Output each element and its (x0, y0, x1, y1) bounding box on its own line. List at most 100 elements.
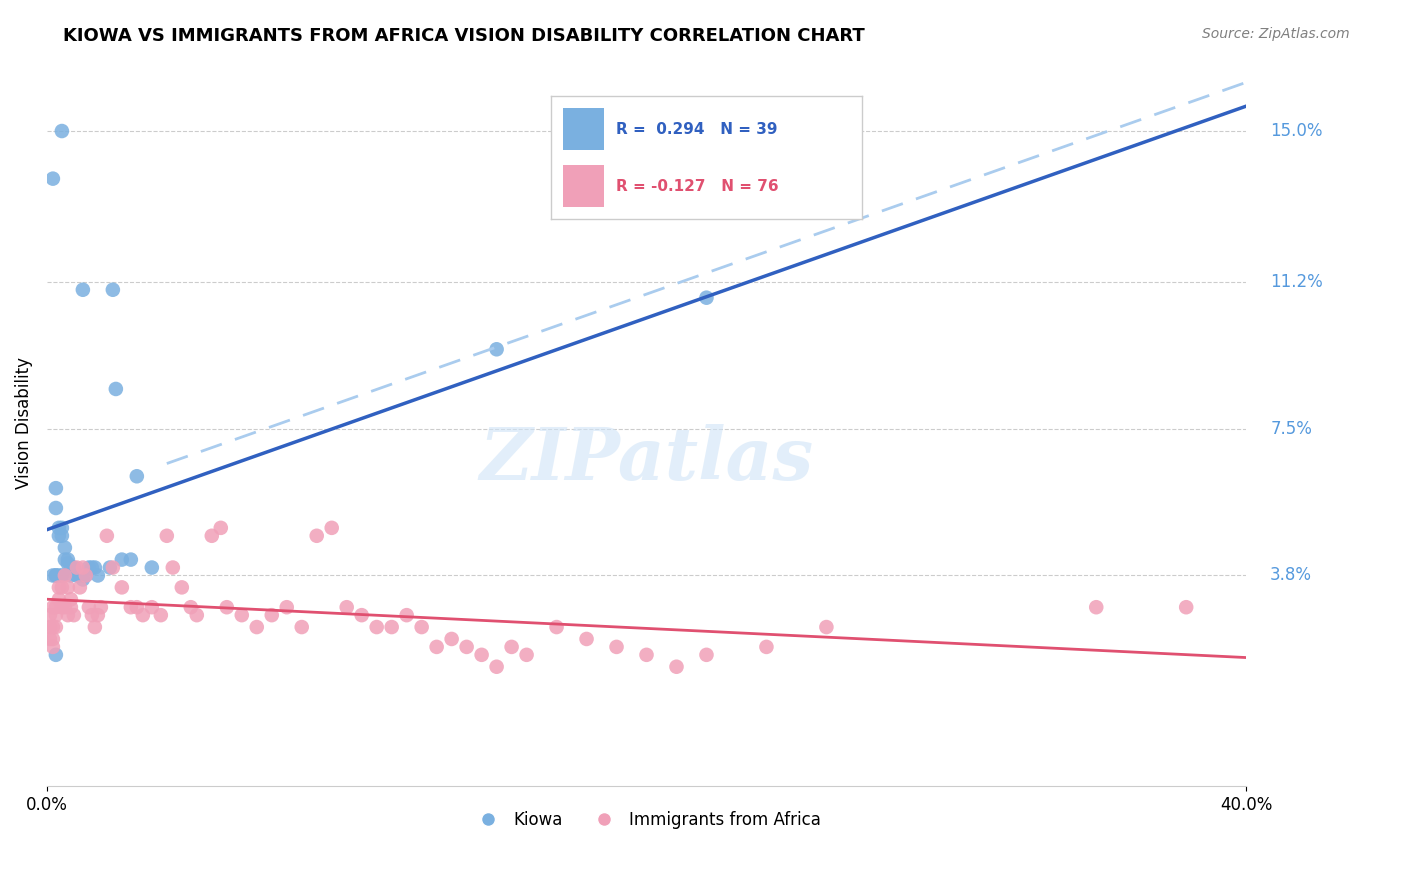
Point (575, 632, 598, 646)
Point (51, 124, 73, 138)
Point (38, 608, 60, 623)
Point (209, 521, 232, 535)
Point (501, 640, 523, 654)
Point (72, 573, 94, 587)
Point (90, 600, 112, 615)
Point (45, 620, 67, 634)
Point (87, 568, 110, 582)
Point (440, 632, 463, 646)
Point (381, 620, 404, 634)
Point (59, 560, 82, 574)
Point (45, 568, 67, 582)
Point (186, 608, 208, 623)
Text: 3.8%: 3.8% (1270, 566, 1312, 584)
Point (56, 608, 79, 623)
Point (77, 600, 100, 615)
Legend: Kiowa, Immigrants from Africa: Kiowa, Immigrants from Africa (465, 805, 828, 836)
Point (305, 529, 328, 543)
Text: 7.5%: 7.5% (1270, 419, 1312, 438)
Text: ZIPatlas: ZIPatlas (479, 424, 814, 494)
Point (59, 600, 82, 615)
Point (201, 529, 224, 543)
Point (42, 620, 65, 634)
Point (87, 608, 110, 623)
Point (104, 382, 127, 396)
Point (51, 600, 73, 615)
Point (162, 560, 184, 574)
Point (56, 557, 79, 571)
Point (42, 640, 65, 654)
Point (42, 600, 65, 615)
Point (38, 620, 60, 634)
Point (141, 560, 163, 574)
Point (63, 608, 86, 623)
Text: 11.2%: 11.2% (1270, 273, 1323, 291)
Point (69, 580, 91, 594)
Point (755, 640, 778, 654)
Point (665, 659, 688, 673)
Point (48, 592, 70, 607)
Y-axis label: Vision Disability: Vision Disability (15, 357, 32, 489)
Point (546, 620, 568, 634)
Point (276, 600, 298, 615)
Point (51, 521, 73, 535)
Point (45, 501, 67, 516)
Point (215, 600, 238, 615)
Point (411, 620, 433, 634)
Point (75, 568, 97, 582)
Point (42, 632, 65, 646)
Point (80, 608, 103, 623)
Text: 15.0%: 15.0% (1270, 122, 1323, 140)
Text: Source: ZipAtlas.com: Source: ZipAtlas.com (1202, 27, 1350, 41)
Point (815, 620, 838, 634)
Point (456, 640, 478, 654)
Point (260, 608, 283, 623)
Point (156, 529, 179, 543)
Point (51, 529, 73, 543)
Point (45, 648, 67, 662)
Point (72, 283, 94, 297)
Point (180, 600, 202, 615)
Point (170, 580, 193, 594)
Point (63, 560, 86, 574)
Point (695, 648, 717, 662)
Point (45, 568, 67, 582)
Point (80, 560, 103, 574)
Point (149, 608, 172, 623)
Point (69, 568, 91, 582)
Point (56, 552, 79, 566)
Point (38, 632, 60, 646)
Point (53, 541, 76, 555)
Point (75, 568, 97, 582)
Point (516, 648, 538, 662)
Point (48, 580, 70, 594)
Point (141, 600, 163, 615)
Point (471, 648, 494, 662)
Point (120, 552, 142, 566)
Point (101, 560, 124, 574)
Point (1175, 600, 1198, 615)
Point (45, 481, 67, 495)
Point (636, 648, 658, 662)
Point (98, 560, 121, 574)
Text: KIOWA VS IMMIGRANTS FROM AFRICA VISION DISABILITY CORRELATION CHART: KIOWA VS IMMIGRANTS FROM AFRICA VISION D… (63, 27, 865, 45)
Point (485, 659, 508, 673)
Point (111, 552, 134, 566)
Point (66, 568, 89, 582)
Point (66, 560, 89, 574)
Point (77, 560, 100, 574)
Point (53, 552, 76, 566)
Point (83, 560, 105, 574)
Point (101, 283, 124, 297)
Point (246, 620, 269, 634)
Point (111, 580, 134, 594)
Point (120, 600, 142, 615)
Point (83, 620, 105, 634)
Point (96, 529, 118, 543)
Point (125, 469, 148, 483)
Point (53, 568, 76, 582)
Point (51, 580, 73, 594)
Point (59, 592, 82, 607)
Point (59, 568, 82, 582)
Point (695, 291, 717, 305)
